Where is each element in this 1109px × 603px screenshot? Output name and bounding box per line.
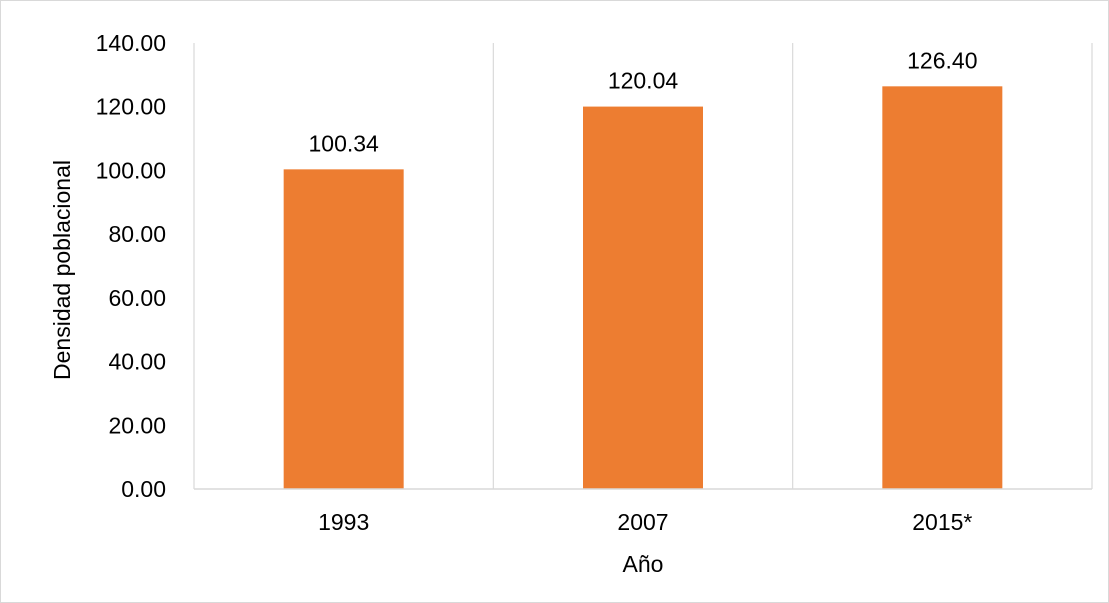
y-tick-label: 20.00 (108, 412, 166, 438)
y-tick-label: 100.00 (96, 157, 166, 183)
y-tick-label: 60.00 (108, 285, 166, 311)
bar-1993 (283, 169, 404, 489)
data-label: 100.34 (308, 130, 379, 156)
y-tick-label: 0.00 (121, 476, 166, 502)
bars (283, 86, 1003, 490)
bar-2015 (882, 86, 1003, 489)
bar-2007 (583, 106, 703, 490)
data-labels: 100.34 120.04 126.40 (308, 47, 977, 156)
data-label: 126.40 (907, 47, 977, 73)
y-tick-label: 80.00 (108, 221, 166, 247)
x-axis-title: Año (623, 551, 664, 577)
data-label: 120.04 (608, 68, 679, 94)
y-tick-label: 40.00 (108, 349, 166, 375)
y-tick-label: 140.00 (96, 30, 166, 56)
gridlines (193, 43, 1093, 489)
x-axis-ticks: 1993 2007 2015* (318, 509, 972, 535)
y-axis-ticks: 0.00 20.00 40.00 60.00 80.00 100.00 120.00 140.… (96, 30, 166, 502)
y-tick-label: 120.00 (96, 94, 166, 120)
y-axis-title: Densidad poblacional (49, 160, 75, 380)
x-tick-label: 2007 (617, 509, 668, 535)
x-tick-label: 1993 (318, 509, 369, 535)
x-tick-label: 2015* (912, 509, 972, 535)
